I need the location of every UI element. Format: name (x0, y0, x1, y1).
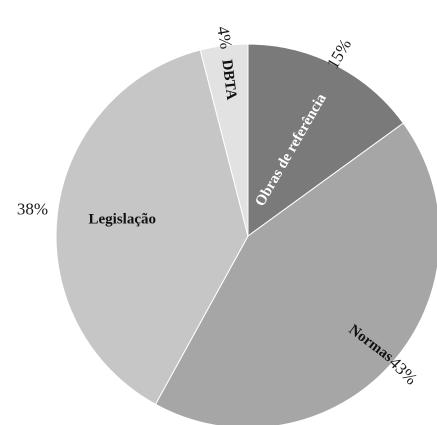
slice-label-3: Legislação (89, 212, 157, 228)
pie-slice-2 (154, 122, 437, 425)
pie-slices (55, 43, 437, 425)
pie-slice-3 (55, 49, 249, 405)
slice-value-label-3: 38% (17, 200, 48, 219)
pie-slice-1 (247, 43, 405, 237)
pie-slice-4 (199, 43, 249, 237)
slice-value-label-4: 4% (213, 25, 236, 51)
slice-label-4: DBTA (218, 59, 239, 101)
